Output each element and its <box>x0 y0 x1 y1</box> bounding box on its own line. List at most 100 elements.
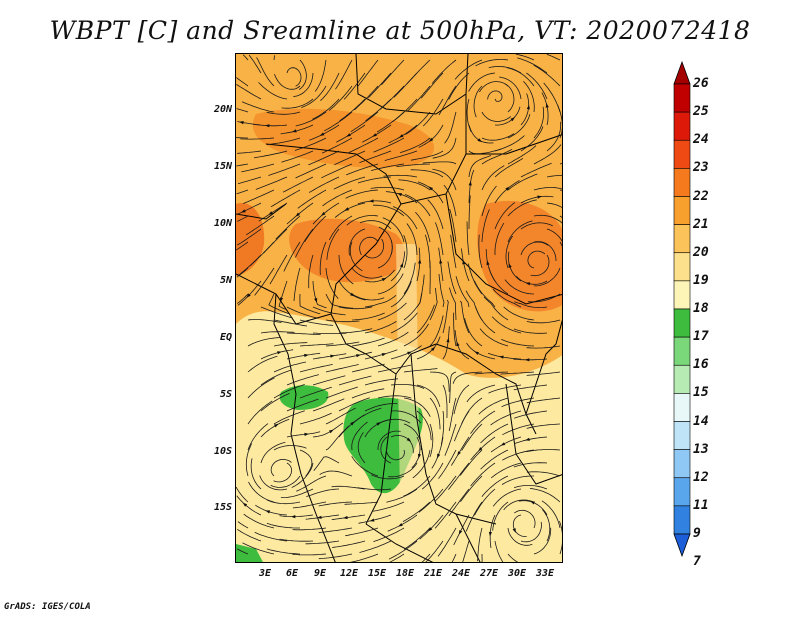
streamline <box>520 222 553 230</box>
streamline <box>312 202 340 225</box>
streamline <box>432 137 457 159</box>
streamline <box>254 267 275 296</box>
streamline <box>504 83 515 113</box>
streamline <box>351 363 385 373</box>
streamline <box>377 364 411 373</box>
streamline <box>477 527 483 562</box>
streamline <box>432 168 457 191</box>
streamline <box>243 189 275 204</box>
streamline <box>416 247 421 282</box>
colorbar-bottom-triangle <box>673 533 691 558</box>
streamline <box>312 332 347 334</box>
streamline <box>299 449 313 477</box>
streamline <box>418 488 444 513</box>
streamline <box>438 247 444 282</box>
streamline-arrowhead <box>381 353 387 357</box>
streamline-arrowhead <box>437 453 441 459</box>
colorbar-label: 12 <box>693 469 709 485</box>
streamline <box>403 397 431 417</box>
streamline <box>403 292 423 321</box>
colorbar-swatch <box>673 196 691 225</box>
streamline <box>487 352 522 360</box>
streamline <box>407 85 431 112</box>
streamline <box>443 184 457 217</box>
lat-tick-15n: 15N <box>213 161 232 172</box>
streamline <box>328 215 353 241</box>
streamline <box>296 475 327 492</box>
streamline <box>357 200 392 205</box>
streamline <box>270 475 301 488</box>
streamline-arrowhead <box>277 351 282 355</box>
streamline <box>492 488 522 507</box>
streamline <box>312 306 346 316</box>
streamline <box>351 312 385 321</box>
streamline <box>242 542 275 555</box>
streamline <box>490 436 522 453</box>
streamline <box>348 228 366 256</box>
colorbar-label: 13 <box>693 441 709 457</box>
streamline <box>480 449 509 470</box>
streamline-arrowhead <box>510 117 515 122</box>
streamline-arrowhead <box>428 186 433 191</box>
country-borders <box>236 54 562 562</box>
streamline <box>474 488 496 516</box>
colorbar-label: 25 <box>693 104 709 120</box>
streamline <box>286 431 321 438</box>
streamline <box>236 548 249 555</box>
streamline-arrowhead <box>242 502 248 507</box>
streamline-arrowhead <box>500 442 506 446</box>
streamline <box>429 423 434 458</box>
streamline <box>405 111 431 135</box>
streamline <box>338 306 373 310</box>
lat-tick-eq: EQ <box>219 332 232 343</box>
streamline <box>475 59 509 67</box>
lat-tick-15s: 15S <box>213 502 232 513</box>
streamline <box>481 148 513 165</box>
streamline <box>448 488 470 517</box>
streamline <box>388 124 418 144</box>
streamline-arrowhead <box>304 353 309 358</box>
streamline <box>346 163 379 176</box>
streamline-arrowhead <box>430 346 436 352</box>
streamline <box>416 336 441 360</box>
streamline <box>546 121 562 152</box>
streamline <box>546 175 562 178</box>
streamline <box>473 85 483 118</box>
streamline <box>438 273 445 308</box>
streamline <box>530 254 550 277</box>
streamline <box>541 92 549 126</box>
streamline-arrowhead <box>399 262 404 268</box>
streamline <box>526 345 561 349</box>
streamline <box>268 163 301 176</box>
streamline <box>444 111 457 144</box>
streamline <box>488 267 509 295</box>
streamline <box>523 81 535 113</box>
streamline <box>396 163 431 168</box>
streamline <box>403 235 408 269</box>
streamline <box>429 371 450 392</box>
lat-tick-5s: 5S <box>219 389 232 400</box>
streamline-arrowhead <box>372 133 377 137</box>
streamline <box>499 76 522 100</box>
streamline <box>247 377 275 399</box>
streamline-arrowhead <box>468 180 472 186</box>
lon-tick-27e: 27E <box>479 568 499 579</box>
streamline <box>452 371 483 384</box>
colorbar-swatch <box>673 280 691 310</box>
streamline <box>481 165 505 191</box>
streamline <box>559 162 562 165</box>
streamline <box>464 318 483 347</box>
streamline <box>309 124 340 141</box>
streamline <box>308 254 314 289</box>
streamline <box>241 101 275 113</box>
lon-tick-12e: 12E <box>339 568 359 579</box>
streamline <box>481 133 515 141</box>
streamline <box>268 293 289 315</box>
streamline <box>258 82 288 100</box>
streamline <box>297 189 327 209</box>
streamline <box>318 501 353 507</box>
streamline-arrowhead <box>350 292 355 297</box>
streamline <box>546 228 562 242</box>
streamline <box>533 527 552 555</box>
